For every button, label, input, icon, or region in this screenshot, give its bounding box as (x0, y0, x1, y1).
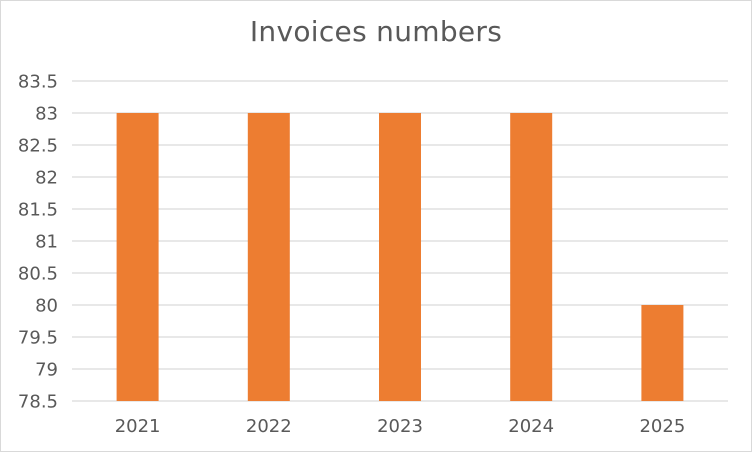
x-tick-label: 2022 (246, 416, 292, 437)
x-tick-label: 2023 (377, 416, 423, 437)
y-tick-label: 83.5 (18, 72, 58, 93)
bar-2021 (116, 113, 159, 401)
y-tick-label: 79.5 (18, 328, 58, 349)
y-tick-label: 80 (35, 296, 58, 317)
y-tick-label: 78.5 (18, 392, 58, 413)
chart-title: Invoices numbers (249, 15, 503, 48)
y-tick-label: 83 (35, 104, 58, 125)
bar-2024 (510, 113, 553, 401)
bar-2025 (641, 305, 684, 401)
y-tick-label: 82 (35, 168, 58, 189)
bar-2023 (379, 113, 421, 401)
y-tick-label: 82.5 (18, 136, 58, 157)
x-tick-label: 2021 (115, 416, 161, 437)
y-tick-label: 81.5 (18, 200, 58, 221)
y-tick-label: 79 (35, 360, 58, 381)
y-tick-label: 80.5 (18, 264, 58, 285)
x-tick-label: 2024 (508, 416, 554, 437)
y-tick-label: 81 (35, 232, 58, 253)
x-tick-label: 2025 (639, 416, 685, 437)
bar-2022 (247, 113, 290, 401)
